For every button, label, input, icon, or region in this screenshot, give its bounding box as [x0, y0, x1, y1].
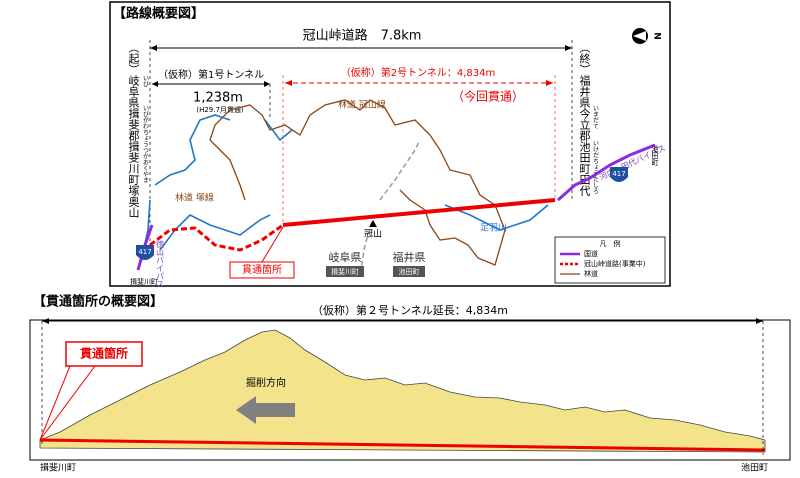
tunnel2-line [282, 198, 556, 227]
legend-item: 冠山峠道路(事業中) [584, 259, 646, 268]
breakthrough-label: 貫通箇所 [80, 346, 128, 361]
town-label: 池田町 [399, 267, 420, 276]
tunnel1-name: （仮称）第1号トンネル [158, 68, 264, 81]
left-town: 揖斐川町 [40, 462, 76, 474]
prefecture-label: 岐阜県 [329, 251, 362, 264]
callout-box [65, 341, 143, 367]
map-title: 【路線概要図】 [113, 6, 204, 22]
breakthrough-label: 貫通箇所 [242, 263, 282, 276]
end-label: （終）福井県今立郡池田町田代 [578, 42, 591, 197]
route-number: 417 [138, 248, 151, 256]
start-ruby: いびがわちょうつかおくやま [142, 105, 149, 183]
prefecture-label: 福井県 [393, 250, 426, 264]
river [139, 114, 549, 266]
town-box [393, 266, 425, 277]
legend-box [554, 236, 666, 284]
legend-title: 凡 例 [600, 239, 621, 248]
direction-label: 掘削方向 [246, 376, 286, 389]
tunnel-profile [39, 438, 766, 452]
profile-title: 【貫通箇所の概要図】 [33, 294, 163, 310]
mountain-label: 冠山 [364, 229, 382, 240]
right-town: 池田町 [741, 462, 768, 474]
direction-arrow [236, 396, 295, 424]
start-label: （起）岐阜県揖斐郡揖斐川町塚奥山 [127, 42, 140, 218]
tunnel1-length: 1,238m [193, 91, 243, 106]
callout-box [229, 261, 295, 279]
start-ruby: いび [142, 75, 149, 87]
length-label: （仮称）第２号トンネル延長：4,834m [312, 303, 508, 317]
prefecture-border [359, 139, 421, 276]
bypass-label: 徳山バイパス [156, 239, 165, 288]
forest-road [209, 99, 506, 266]
town-label: 揖斐川町 [130, 277, 158, 286]
road-under-construction [149, 223, 284, 252]
legend-item: 国道 [584, 249, 598, 258]
tunnel2-note: （今回貫通） [452, 89, 524, 104]
route-shield [610, 167, 628, 182]
tunnel2-name: （仮称）第2号トンネル：4,834m [341, 66, 496, 79]
town-label: 池田町 [651, 144, 659, 166]
callout-line [39, 365, 96, 441]
callout-line [261, 226, 284, 263]
end-ruby: いけだちょうたしろ [592, 140, 599, 195]
mountain-icon [369, 220, 377, 227]
town-label: 揖斐川町 [331, 267, 359, 276]
tunnel1-note: (H29.7月貫通) [196, 105, 244, 114]
mountain-profile [39, 329, 766, 453]
route-shield [136, 245, 154, 260]
north-arrow: N [632, 28, 662, 44]
town-box [326, 266, 364, 277]
route-number: 417 [612, 170, 625, 178]
svg-text:N: N [652, 32, 662, 40]
road-label: 冠山峠道路 7.8km [303, 28, 422, 44]
end-ruby: いまだて [592, 105, 599, 129]
river-label: 足羽川 [480, 223, 507, 234]
legend-item: 林道 [584, 269, 598, 278]
forest-road-label: 林道 冠山線 [338, 99, 386, 111]
forest-road-label: 林道 塚線 [175, 192, 214, 204]
